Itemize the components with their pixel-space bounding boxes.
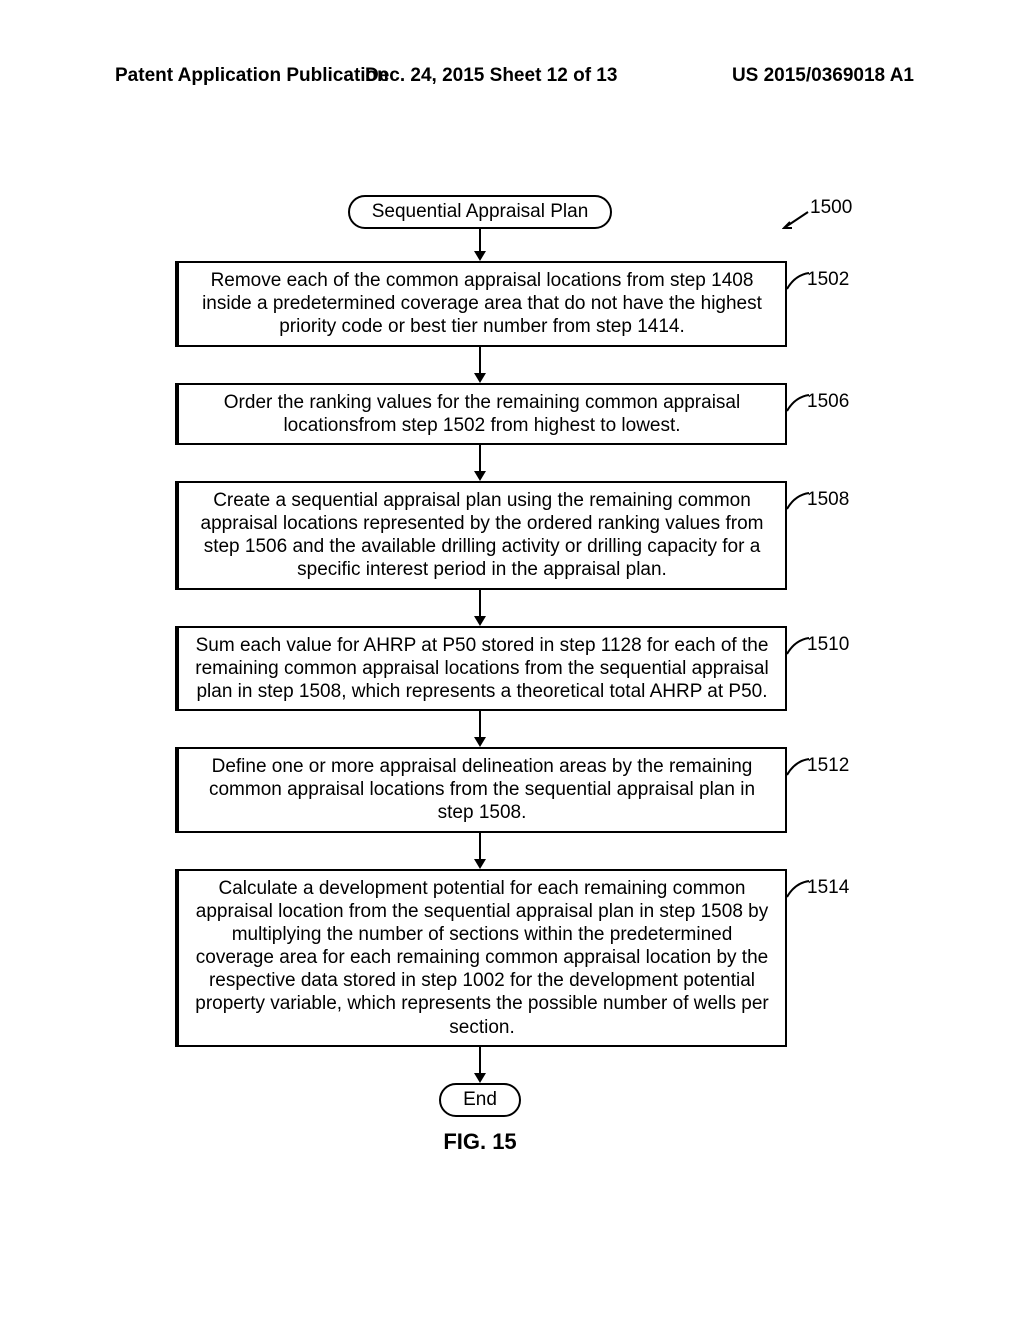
arrow (474, 445, 486, 481)
header-right: US 2015/0369018 A1 (732, 65, 914, 87)
leader-line (787, 757, 817, 781)
arrow (474, 1047, 486, 1083)
flow-step: Remove each of the common appraisal loca… (175, 261, 785, 347)
end-terminal: End (439, 1083, 521, 1117)
arrow (474, 711, 486, 747)
flow-step-box: Remove each of the common appraisal loca… (175, 261, 787, 347)
figure-label: FIG. 15 (443, 1129, 516, 1155)
arrow (474, 833, 486, 869)
flow-step-box: Sum each value for AHRP at P50 stored in… (175, 626, 787, 712)
flow-step: Sum each value for AHRP at P50 stored in… (175, 626, 785, 712)
leader-line (787, 393, 817, 417)
header-mid: Dec. 24, 2015 Sheet 12 of 13 (365, 65, 617, 87)
arrow (474, 347, 486, 383)
start-terminal: Sequential Appraisal Plan (348, 195, 613, 229)
flow-step: Define one or more appraisal delineation… (175, 747, 785, 833)
flow-step-box: Order the ranking values for the remaini… (175, 383, 787, 445)
page: Patent Application Publication Dec. 24, … (0, 0, 1024, 1320)
flow-step-box: Create a sequential appraisal plan using… (175, 481, 787, 590)
figure-ref-overall: 1500 (810, 197, 852, 219)
flow-step: Order the ranking values for the remaini… (175, 383, 785, 445)
flow-step: Calculate a development potential for ea… (175, 869, 785, 1047)
arrow (474, 590, 486, 626)
page-header: Patent Application Publication Dec. 24, … (115, 65, 914, 87)
header-left: Patent Application Publication (115, 65, 389, 87)
leader-line (787, 879, 817, 903)
arrow (474, 229, 486, 261)
flow-step: Create a sequential appraisal plan using… (175, 481, 785, 590)
flow-step-box: Define one or more appraisal delineation… (175, 747, 787, 833)
leader-line (787, 636, 817, 660)
leader-line (787, 491, 817, 515)
flow-step-box: Calculate a development potential for ea… (175, 869, 787, 1047)
leader-line (787, 271, 817, 295)
flowchart: Sequential Appraisal Plan Remove each of… (170, 195, 790, 1155)
